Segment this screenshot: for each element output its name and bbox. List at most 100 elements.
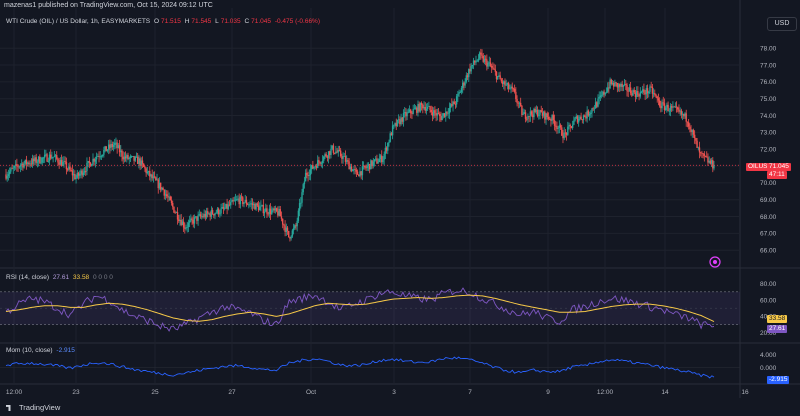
candle-body	[593, 108, 596, 110]
candle-body	[644, 92, 646, 95]
candle-body	[437, 113, 440, 114]
close-label: C	[244, 18, 250, 25]
candle-body	[697, 147, 699, 149]
candle-body	[238, 198, 240, 205]
candle-body	[262, 204, 265, 214]
candle-body	[619, 84, 621, 87]
candle-body	[594, 102, 597, 109]
candle-body	[426, 106, 429, 109]
candle-body	[621, 83, 623, 87]
candle-body	[400, 117, 402, 125]
candle-body	[157, 179, 159, 189]
candle-body	[265, 208, 267, 212]
candle-body	[370, 160, 372, 170]
candle-body	[505, 84, 507, 86]
candle-body	[548, 118, 551, 120]
candle-body	[116, 142, 118, 149]
candle-body	[461, 82, 464, 89]
candle-body	[52, 156, 54, 158]
candle-body	[174, 212, 176, 214]
candle-body	[367, 164, 370, 167]
candle-body	[674, 106, 677, 108]
candle-body	[371, 160, 373, 167]
candle-body	[273, 208, 275, 211]
candle-body	[268, 208, 271, 215]
candle-body	[706, 156, 708, 158]
candle-body	[466, 75, 469, 78]
candle-body	[707, 157, 709, 163]
candle-body	[585, 116, 587, 119]
candle-body	[242, 197, 244, 204]
candle-body	[68, 166, 70, 170]
candle-body	[352, 169, 354, 172]
candle-body	[99, 156, 101, 158]
candle-body	[360, 171, 362, 176]
mom-tick-label: 0.000	[760, 365, 777, 372]
candle-body	[632, 90, 634, 96]
candle-body	[648, 91, 650, 94]
rsi-tick-label: 60.00	[760, 297, 777, 304]
candle-body	[86, 162, 88, 172]
candle-body	[80, 170, 82, 174]
candle-body	[338, 149, 341, 151]
candle-body	[696, 140, 698, 148]
candle-body	[528, 116, 530, 117]
candle-body	[230, 202, 232, 206]
candle-body	[381, 155, 383, 163]
candle-body	[419, 102, 422, 112]
candle-body	[175, 212, 178, 214]
candle-body	[197, 215, 199, 221]
candle-body	[306, 172, 308, 175]
candle-body	[51, 157, 53, 159]
candle-body	[667, 104, 669, 111]
currency-button[interactable]: USD	[767, 17, 797, 31]
candle-body	[425, 108, 428, 111]
candle-body	[304, 172, 307, 182]
candle-body	[250, 203, 252, 205]
candle-body	[689, 126, 691, 130]
candle-body	[527, 116, 529, 119]
price-tick-label: 77.00	[760, 62, 777, 69]
candle-body	[410, 109, 412, 114]
candle-body	[292, 228, 295, 231]
candle-body	[620, 83, 622, 87]
candle-body	[542, 111, 545, 116]
candle-body	[613, 82, 615, 87]
candle-body	[280, 216, 283, 219]
candle-body	[673, 106, 675, 108]
rsi-ma-line	[5, 294, 715, 323]
candle-body	[60, 160, 63, 166]
candle-body	[50, 154, 52, 159]
candle-body	[556, 125, 558, 129]
candle-body	[25, 159, 28, 165]
candle-body	[573, 120, 575, 125]
candle-body	[395, 123, 397, 127]
candle-body	[124, 156, 127, 159]
candle-body	[591, 108, 593, 113]
candle-body	[257, 205, 260, 211]
candle-body	[313, 166, 315, 169]
high-value: 71.545	[191, 18, 212, 25]
candle-body	[260, 205, 262, 207]
candle-body	[274, 208, 277, 211]
candle-body	[435, 112, 437, 116]
candle-body	[683, 113, 685, 117]
candle-body	[343, 156, 345, 157]
candle-body	[34, 157, 36, 162]
candle-body	[382, 159, 384, 163]
candle-body	[518, 102, 521, 104]
candle-body	[214, 213, 216, 216]
candle-body	[192, 219, 194, 224]
candle-body	[384, 147, 387, 154]
candle-body	[458, 92, 460, 94]
candle-body	[436, 113, 439, 116]
mom-value: -2.915	[56, 347, 75, 354]
candle-body	[321, 160, 324, 164]
candle-body	[536, 109, 539, 117]
candle-body	[233, 200, 236, 202]
candle-body	[575, 116, 577, 119]
candle-body	[335, 151, 337, 154]
candle-body	[597, 98, 599, 107]
candle-body	[105, 146, 107, 152]
